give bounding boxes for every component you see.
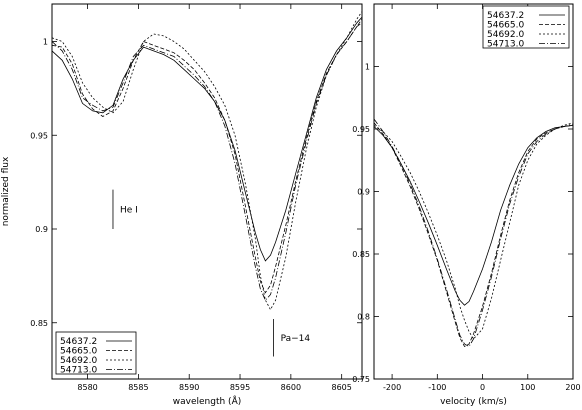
legend-entry-label: 54665.0 [487, 21, 524, 31]
legend-entry-label: 54637.2 [487, 11, 524, 21]
plot-frame [51, 3, 363, 380]
y-axis-title: normalized flux [1, 156, 11, 226]
x-tick-label: -100 [428, 383, 446, 392]
y-tick-label: 0.8 [357, 313, 370, 322]
x-tick-label: 8600 [281, 383, 301, 392]
legend-entry-label: 54637.2 [60, 337, 97, 347]
series-line-54692.0 [374, 122, 573, 340]
x-tick-label: -200 [383, 383, 401, 392]
y-tick-label: 0.75 [352, 375, 370, 384]
y-tick-label: 0.9 [35, 225, 48, 234]
annotation-label: Pa−14 [281, 334, 311, 344]
legend-entry-label: 54692.0 [60, 356, 97, 366]
legend-entry-label: 54713.0 [487, 40, 524, 50]
y-tick-label: 0.95 [30, 131, 48, 140]
x-tick-label: 0 [480, 383, 485, 392]
series-line-54692.0 [52, 11, 362, 311]
y-tick-label: 0.85 [352, 250, 370, 259]
x-tick-label: 8585 [128, 383, 148, 392]
y-tick-label: 0.85 [30, 319, 48, 328]
x-tick-label: 8590 [179, 383, 199, 392]
x-tick-label: 200 [565, 383, 580, 392]
velocity-panel: -200 -100 0 100 200 0.75 0.8 0.85 0.9 0.95 1 veloci… [352, 3, 581, 407]
wavelength-panel: 8580 8585 8590 8595 8600 8605 0.85 0.9 0.95 1 wave… [1, 3, 363, 407]
y-tick-label: 0.95 [352, 125, 370, 134]
legend-entry-label: 54713.0 [60, 366, 97, 376]
x-tick-label: 100 [520, 383, 535, 392]
series-line-54637.2 [374, 124, 573, 306]
y-tick-label: 1 [43, 38, 48, 47]
series-line-54665.0 [52, 18, 362, 294]
legend-entry-label: 54692.0 [487, 30, 524, 40]
x-tick-label: 8605 [331, 383, 351, 392]
legend-box [482, 5, 570, 49]
series-line-54637.2 [52, 16, 362, 262]
series-line-54665.0 [374, 122, 573, 348]
x-axis-title: wavelength (Å) [173, 395, 241, 407]
x-tick-label: 8595 [230, 383, 250, 392]
y-tick-label: 0.9 [357, 188, 370, 197]
annotation-label: He I [120, 205, 138, 215]
legend-box [55, 331, 137, 375]
series-line-54713.0 [52, 22, 362, 301]
plot-frame [373, 3, 574, 380]
y-tick-label: 1 [365, 63, 370, 72]
x-axis-title: velocity (km/s) [440, 397, 507, 407]
x-tick-label: 8580 [77, 383, 97, 392]
legend-entry-label: 54665.0 [60, 347, 97, 357]
series-line-54713.0 [374, 118, 573, 348]
